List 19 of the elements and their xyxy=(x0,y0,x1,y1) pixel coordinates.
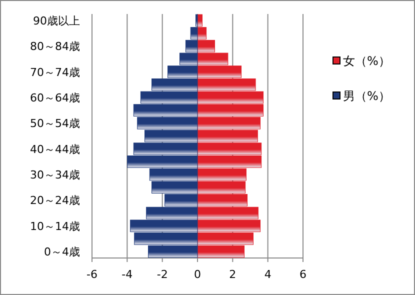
y-tick-label: 20～24歳 xyxy=(30,194,80,208)
legend-label: 男（%） xyxy=(343,89,390,103)
x-tick-label: -2 xyxy=(156,268,168,281)
y-tick-label: 10～14歳 xyxy=(30,220,80,233)
x-tick-label: -4 xyxy=(122,268,133,281)
x-tick-label: 6 xyxy=(300,268,306,281)
y-tick-label: 70～74歳 xyxy=(30,66,80,79)
y-tick-label: 60～64歳 xyxy=(30,91,80,104)
y-tick-label: 90歳以上 xyxy=(33,14,80,28)
y-tick-label: 0～4歳 xyxy=(44,246,80,259)
x-tick-label: 0 xyxy=(194,268,201,281)
y-tick-label: 30～34歳 xyxy=(30,168,80,182)
x-tick-label: 4 xyxy=(264,268,272,281)
x-tick-label: -6 xyxy=(86,268,98,281)
legend-label: 女（%） xyxy=(343,54,390,68)
y-tick-label: 50～54歳 xyxy=(30,117,80,130)
x-tick-label: 2 xyxy=(229,268,236,281)
y-tick-label: 80～84歳 xyxy=(30,40,80,54)
y-tick-label: 40～44歳 xyxy=(30,142,80,156)
